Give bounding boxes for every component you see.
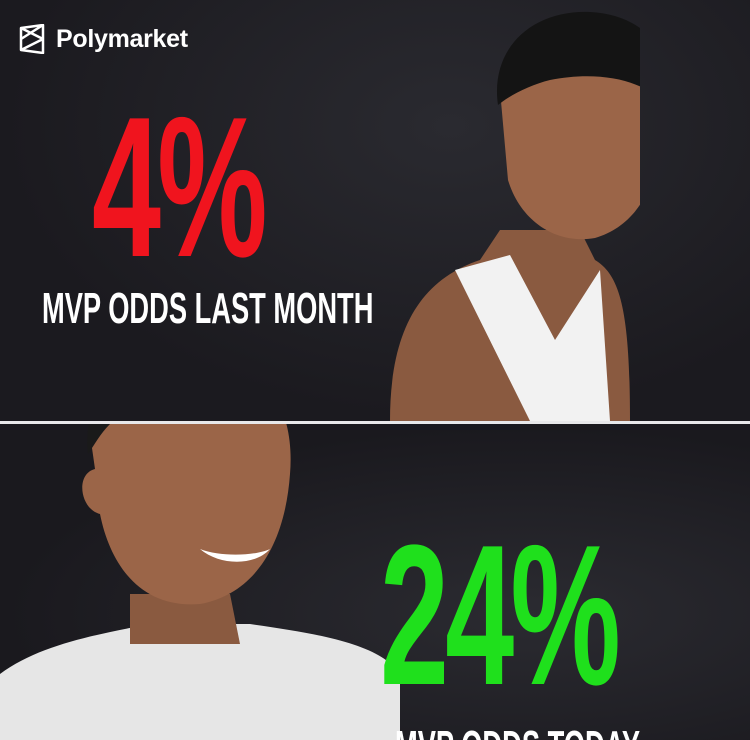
brand-name: Polymarket [56,24,188,53]
player-photo-smiling [0,424,400,740]
player-photo-serious [390,11,640,421]
polymarket-logo: Polymarket [18,24,188,54]
polymarket-logo-icon [19,24,45,54]
today-odds-caption: MVP ODDS TODAY [395,722,640,740]
top-panel: Polymarket 4% MVP ODDS LAST MONTH [0,0,750,421]
last-month-odds-value: 4% [92,76,267,299]
last-month-odds-caption: MVP ODDS LAST MONTH [42,284,374,333]
bottom-panel: 24% MVP ODDS TODAY [0,424,750,740]
divider [0,421,750,424]
today-odds-value: 24% [380,504,621,727]
